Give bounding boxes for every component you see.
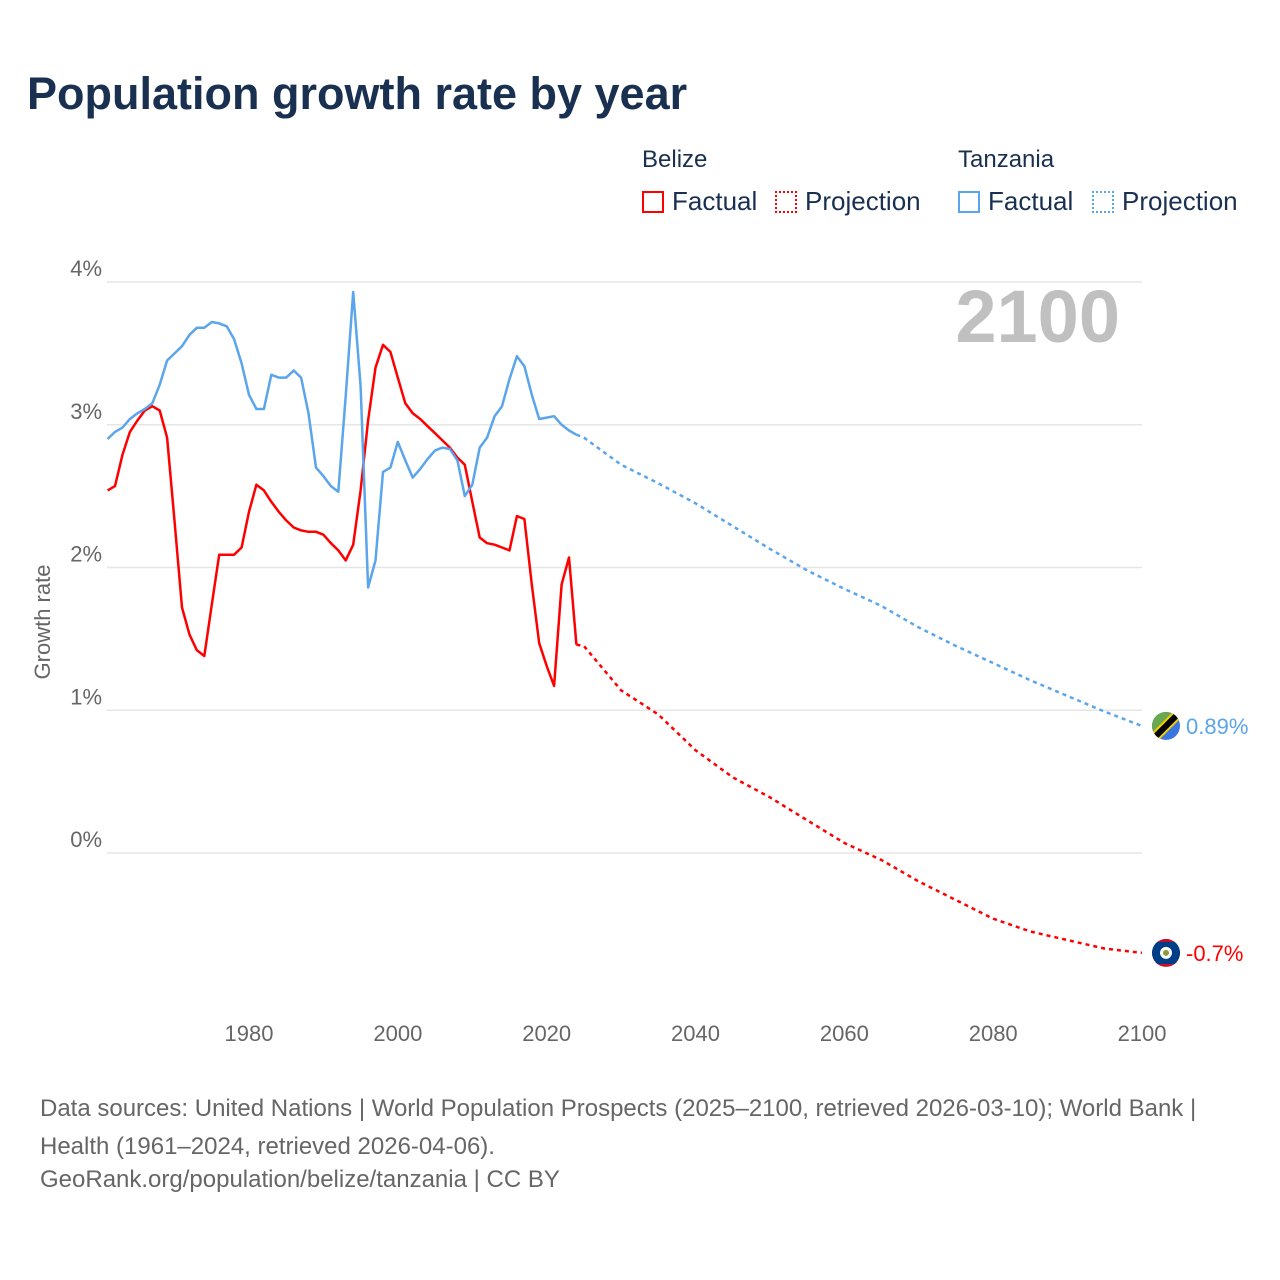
y-tick-label: 4% bbox=[70, 256, 102, 281]
solid-swatch-icon bbox=[958, 190, 980, 213]
belize-flag-icon bbox=[1152, 938, 1180, 967]
end-label-tanzania: 0.89% bbox=[1186, 714, 1248, 739]
x-tick-label: 2100 bbox=[1118, 1021, 1167, 1046]
legend-tanzania-factual[interactable]: Factual bbox=[958, 186, 1073, 217]
solid-swatch-icon bbox=[642, 190, 664, 213]
y-tick-label: 1% bbox=[70, 684, 102, 709]
legend-label: Projection bbox=[1122, 186, 1238, 216]
year-label: 2100 bbox=[955, 275, 1120, 358]
end-label-belize: -0.7% bbox=[1186, 941, 1243, 966]
series-line-belize-factual bbox=[106, 343, 578, 688]
y-tick-label: 0% bbox=[70, 827, 102, 852]
legend-label: Projection bbox=[805, 186, 921, 216]
legend-label: Factual bbox=[672, 186, 758, 216]
series-line-tanzania-projection bbox=[575, 433, 1143, 728]
y-axis-label: Growth rate bbox=[30, 565, 55, 680]
legend-tanzania-projection[interactable]: Projection bbox=[1092, 186, 1238, 217]
data-sources: Data sources: United Nations | World Pop… bbox=[40, 1095, 1197, 1160]
x-tick-label: 2000 bbox=[373, 1021, 422, 1046]
dotted-swatch-icon bbox=[775, 190, 797, 213]
x-tick-label: 2060 bbox=[820, 1021, 869, 1046]
x-tick-label: 2020 bbox=[522, 1021, 571, 1046]
x-tick-label: 1980 bbox=[225, 1021, 274, 1046]
legend-belize-projection[interactable]: Projection bbox=[775, 186, 921, 217]
x-tick-label: 2040 bbox=[671, 1021, 720, 1046]
y-tick-label: 3% bbox=[70, 399, 102, 424]
source-link[interactable]: GeoRank.org/population/belize/tanzania |… bbox=[40, 1166, 560, 1193]
x-tick-label: 2080 bbox=[969, 1021, 1018, 1046]
y-tick-label: 2% bbox=[70, 542, 102, 567]
plot-area: 0% 1% 2% 3% 4% 1980 2000 2020 2040 2060 2080 2100 Gr… bbox=[30, 256, 1248, 1046]
chart-title: Population growth rate by year bbox=[27, 68, 688, 119]
series-line-belize-projection bbox=[576, 643, 1143, 955]
legend-belize-factual[interactable]: Factual bbox=[642, 186, 757, 217]
legend-title-belize: Belize bbox=[642, 146, 708, 173]
dotted-swatch-icon bbox=[1092, 190, 1114, 213]
series-line-tanzania-factual bbox=[106, 290, 578, 589]
legend-label: Factual bbox=[988, 186, 1074, 216]
legend-title-tanzania: Tanzania bbox=[958, 146, 1055, 173]
tanzania-flag-icon bbox=[1152, 711, 1180, 740]
